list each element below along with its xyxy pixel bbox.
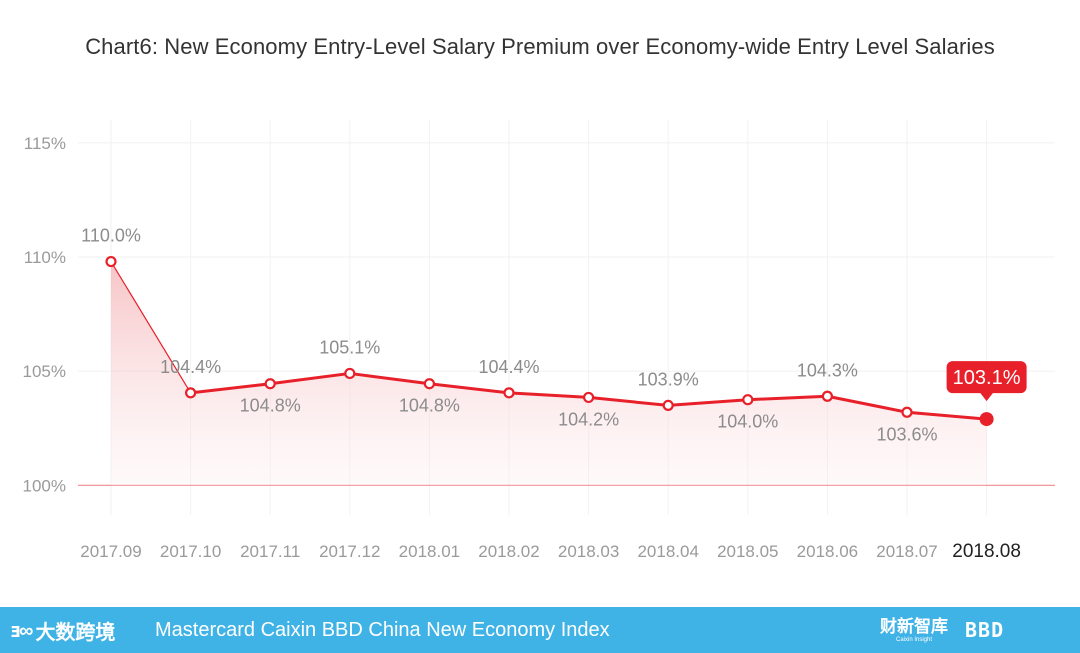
callout-pointer xyxy=(979,392,994,402)
data-label: 104.3% xyxy=(797,360,858,380)
index-name: Mastercard Caixin BBD China New Economy … xyxy=(155,619,610,641)
data-point xyxy=(344,367,356,380)
data-label: 103.6% xyxy=(876,424,937,444)
data-label: 104.0% xyxy=(717,412,778,432)
caixin-insight-logo: 财新智库 Caixin Insight xyxy=(880,618,948,644)
caixin-insight-en: Caixin Insight xyxy=(895,637,933,643)
x-tick-label: 2018.07 xyxy=(876,542,937,561)
caixin-insight-cn: 财新智库 xyxy=(880,617,948,636)
chart-title: Chart6: New Economy Entry-Level Salary P… xyxy=(85,34,995,59)
series-area xyxy=(111,261,987,486)
logo-text: 大数跨境 xyxy=(35,621,116,644)
series-line-segment xyxy=(427,382,511,395)
series-line-segment xyxy=(746,394,829,402)
y-tick-label: 100% xyxy=(23,476,66,495)
y-tick-label: 110% xyxy=(24,248,66,267)
bigdata-logo: ⱻ∞ 大数跨境 xyxy=(10,617,116,644)
data-point xyxy=(742,394,754,406)
data-label: 103.9% xyxy=(638,369,699,389)
bbd-logo: BBD xyxy=(965,618,1005,642)
data-point xyxy=(503,387,515,399)
data-label: 104.8% xyxy=(240,396,301,416)
y-tick-label: 115% xyxy=(24,134,66,153)
logo-mark: ⱻ∞ xyxy=(10,619,33,642)
series-line-segment xyxy=(110,260,192,394)
data-point xyxy=(901,406,913,418)
series-line-segment xyxy=(666,398,750,407)
data-label: 104.2% xyxy=(558,409,619,429)
series-line-segment xyxy=(507,391,591,399)
series-line-segment xyxy=(268,371,352,386)
x-tick-label: 2018.05 xyxy=(717,542,778,561)
data-label: 104.4% xyxy=(478,357,539,377)
line-chart: 100% 105% 110% 115% 110.0% 104.4% 104.8% 105.1… xyxy=(23,120,1055,562)
data-label: 104.8% xyxy=(399,396,460,416)
series-line-segment xyxy=(825,394,909,414)
y-tick-label: 105% xyxy=(23,362,66,381)
x-tick-label: 2018.02 xyxy=(478,542,539,561)
x-tick-label: 2018.06 xyxy=(797,542,858,561)
data-point xyxy=(185,387,197,399)
series-line-segment xyxy=(189,382,272,395)
x-tick-label: 2018.01 xyxy=(399,542,460,561)
data-label: 104.4% xyxy=(160,357,221,377)
x-tick-label: 2017.09 xyxy=(80,542,141,561)
footer-bar: ⱻ∞ 大数跨境 Mastercard Caixin BBD China New … xyxy=(0,607,1080,653)
series-line-segment xyxy=(348,371,431,386)
x-tick-label: 2018.03 xyxy=(558,542,619,561)
series-line-segment xyxy=(587,395,670,407)
x-tick-label: 2017.12 xyxy=(319,542,380,561)
data-label: 105.1% xyxy=(319,337,380,357)
x-tick-label: 2018.04 xyxy=(637,542,698,561)
data-point xyxy=(105,255,117,268)
x-tick-label: 2017.11 xyxy=(240,542,300,561)
data-point xyxy=(821,390,834,402)
data-point xyxy=(423,378,435,390)
data-point xyxy=(662,399,674,412)
data-label-highlight: 103.1% xyxy=(953,367,1021,389)
data-label: 110.0% xyxy=(81,226,141,246)
data-point-highlight xyxy=(979,412,994,427)
callout-box xyxy=(946,361,1027,394)
data-point xyxy=(582,391,595,404)
data-point xyxy=(264,378,276,390)
x-tick-label: 2017.10 xyxy=(160,542,221,561)
series-line-segment xyxy=(905,410,989,421)
x-tick-label: 2018.08 xyxy=(952,541,1021,562)
